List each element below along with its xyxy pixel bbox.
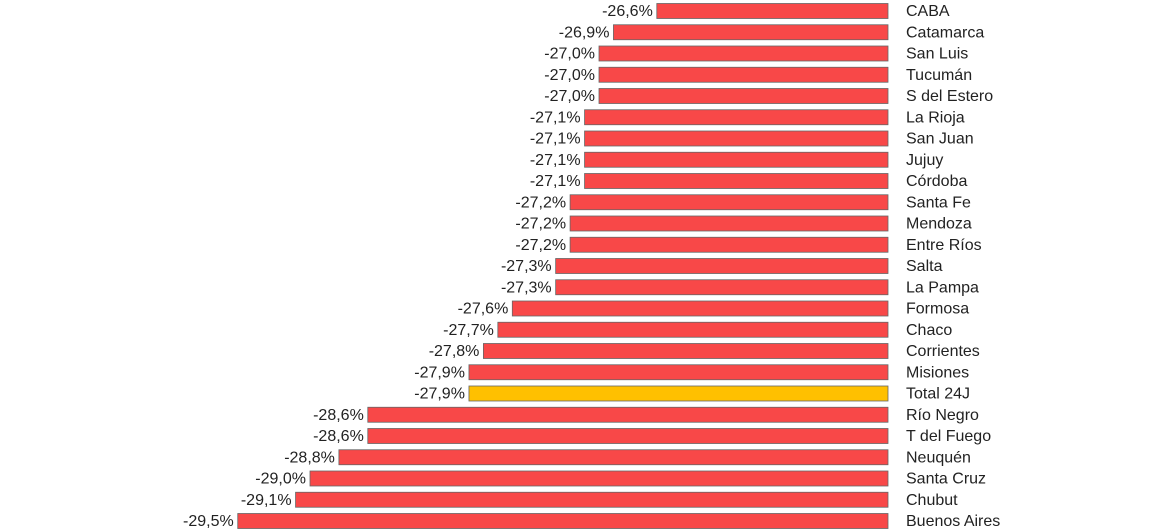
bar xyxy=(482,343,889,359)
bar xyxy=(555,258,889,274)
bar xyxy=(584,109,889,126)
category-label: Catamarca xyxy=(906,24,984,41)
bar xyxy=(367,406,889,423)
bar xyxy=(598,66,889,83)
category-label: CABA xyxy=(906,3,950,20)
category-label: Santa Fe xyxy=(906,194,971,211)
bar xyxy=(468,385,889,402)
category-label: San Juan xyxy=(906,131,974,148)
bar xyxy=(584,173,889,189)
category-label: Jujuy xyxy=(906,152,943,169)
bar xyxy=(584,130,889,147)
category-label: Mendoza xyxy=(906,216,972,233)
category-label: Tucumán xyxy=(906,67,972,84)
value-label: -27,9% xyxy=(414,386,465,403)
category-label: San Luis xyxy=(906,46,968,63)
category-label: Río Negro xyxy=(906,407,979,424)
value-label: -26,9% xyxy=(559,24,610,41)
bar xyxy=(511,300,889,317)
value-label: -27,1% xyxy=(530,131,581,148)
category-label: S del Estero xyxy=(906,88,993,105)
category-label: La Rioja xyxy=(906,109,965,126)
value-label: -27,1% xyxy=(530,173,581,190)
value-label: -28,8% xyxy=(284,449,335,466)
value-label: -29,1% xyxy=(241,492,292,509)
value-label: -27,1% xyxy=(530,109,581,126)
value-label: -27,1% xyxy=(530,152,581,169)
bar xyxy=(569,236,889,253)
category-label: Buenos Aires xyxy=(906,513,1000,530)
category-label: Córdoba xyxy=(906,173,967,190)
category-label: Chubut xyxy=(906,492,958,509)
bar xyxy=(497,321,889,338)
bar xyxy=(468,364,889,381)
category-label: Formosa xyxy=(906,301,969,318)
value-label: -27,0% xyxy=(544,67,595,84)
category-label: Salta xyxy=(906,258,943,275)
bar xyxy=(584,151,889,168)
bar xyxy=(338,449,889,466)
category-label: Santa Cruz xyxy=(906,471,986,488)
category-label: La Pampa xyxy=(906,279,979,296)
value-label: -27,0% xyxy=(544,88,595,105)
value-label: -26,6% xyxy=(602,3,653,20)
value-label: -27,2% xyxy=(515,216,566,233)
value-label: -27,0% xyxy=(544,46,595,63)
bar xyxy=(569,215,889,232)
bar xyxy=(569,194,889,211)
value-label: -29,5% xyxy=(183,513,234,530)
bar xyxy=(613,24,889,41)
category-label: Chaco xyxy=(906,322,952,339)
bar xyxy=(555,279,889,296)
category-label: Corrientes xyxy=(906,343,980,360)
bar xyxy=(598,88,889,104)
value-label: -28,6% xyxy=(313,428,364,445)
category-label: T del Fuego xyxy=(906,428,991,445)
category-label: Total 24J xyxy=(906,386,970,403)
bar xyxy=(598,45,889,62)
bar xyxy=(237,513,889,529)
bar xyxy=(309,470,889,487)
value-label: -27,3% xyxy=(501,258,552,275)
category-label: Entre Ríos xyxy=(906,237,982,254)
value-label: -27,9% xyxy=(414,364,465,381)
value-label: -29,0% xyxy=(255,471,306,488)
value-label: -27,7% xyxy=(443,322,494,339)
value-label: -27,8% xyxy=(429,343,480,360)
value-label: -27,6% xyxy=(458,301,509,318)
value-label: -27,3% xyxy=(501,279,552,296)
bar xyxy=(367,428,889,444)
value-label: -28,6% xyxy=(313,407,364,424)
bar xyxy=(656,3,889,19)
category-label: Misiones xyxy=(906,364,969,381)
value-label: -27,2% xyxy=(515,237,566,254)
category-label: Neuquén xyxy=(906,449,971,466)
bar xyxy=(295,491,889,508)
value-label: -27,2% xyxy=(515,194,566,211)
